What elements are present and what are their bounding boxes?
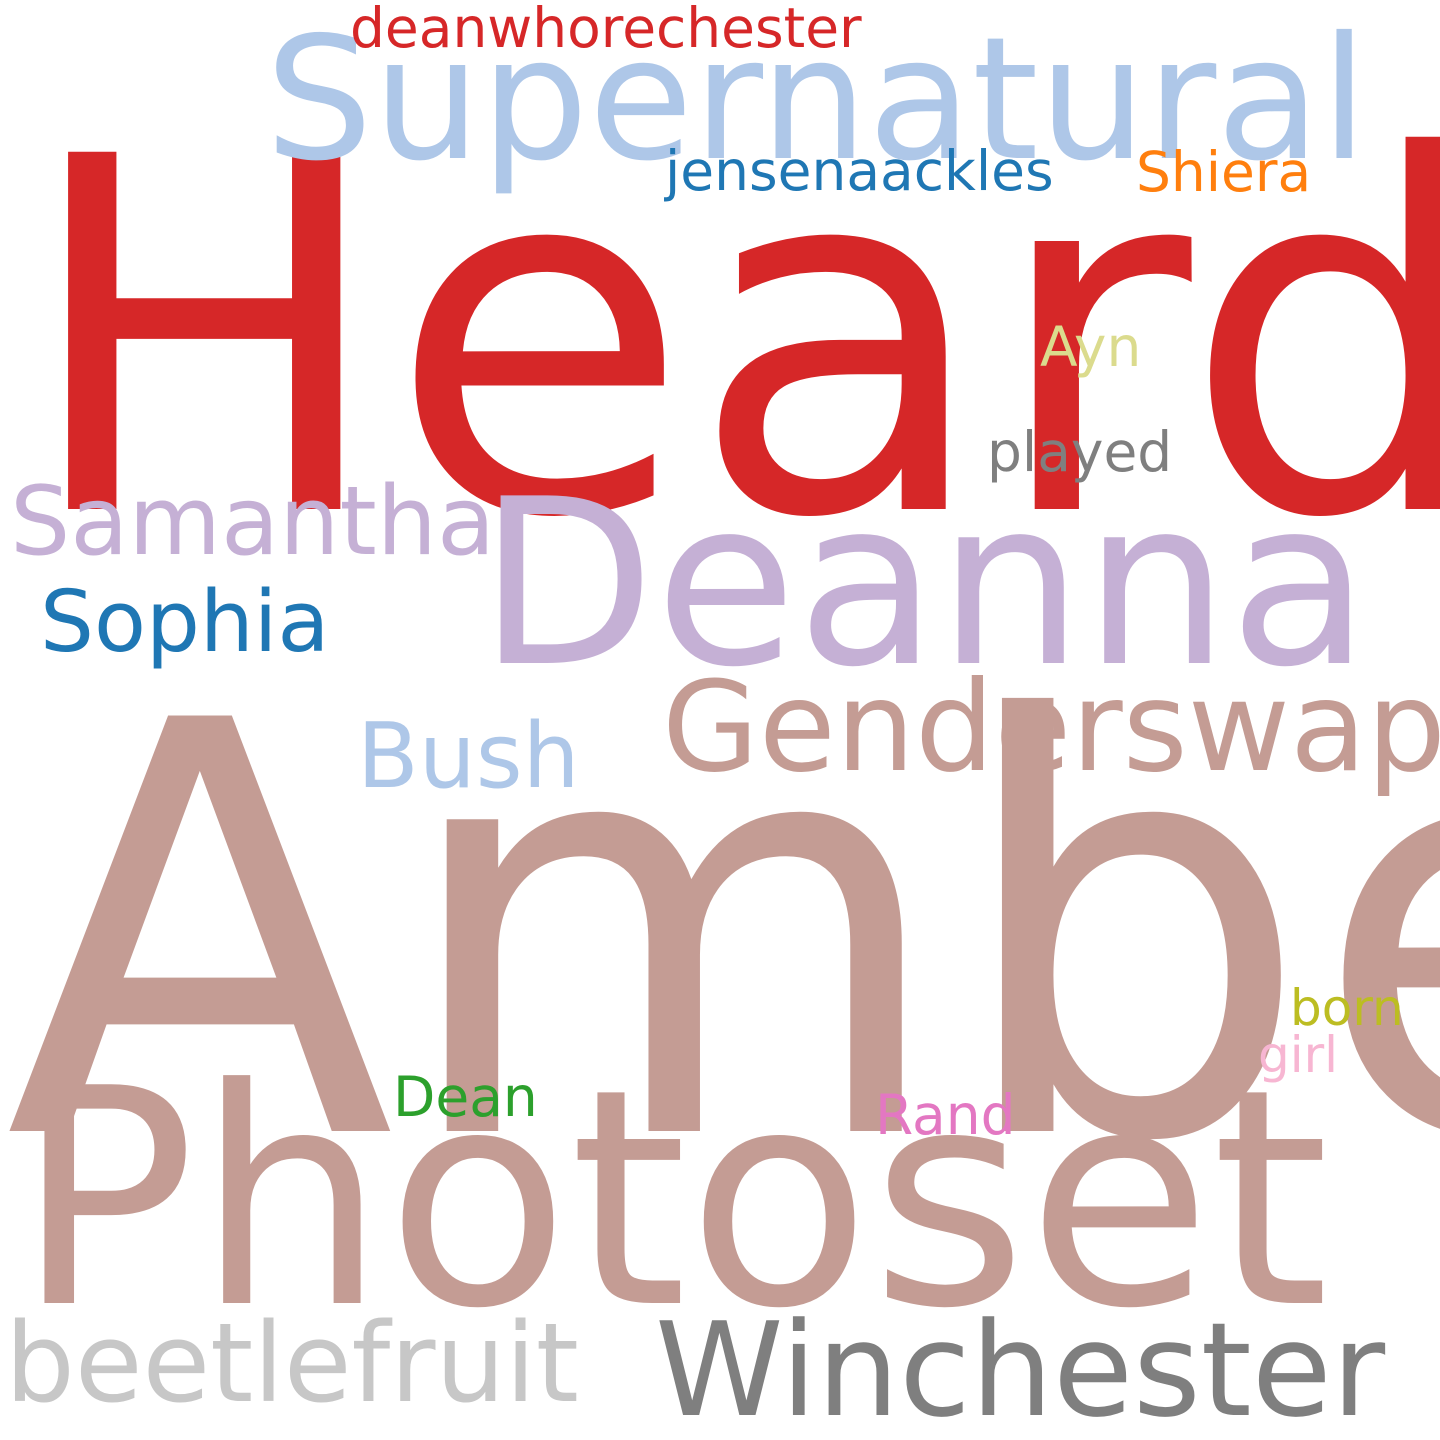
- word-played: played: [987, 420, 1173, 484]
- word-genderswap: Genderswap: [662, 655, 1440, 800]
- word-winchester: Winchester: [655, 1294, 1386, 1440]
- word-photoset: Photoset: [15, 1025, 1330, 1374]
- word-amber: Amber: [5, 603, 1440, 1266]
- word-jensenaackles: jensenaackles: [665, 139, 1054, 203]
- word-ayn: Ayn: [1040, 315, 1142, 379]
- word-deanna: Deanna: [478, 451, 1371, 718]
- word-sophia: Sophia: [40, 573, 330, 672]
- word-shiera: Shiera: [1136, 140, 1312, 204]
- word-rand: Rand: [875, 1083, 1016, 1147]
- word-beetlefruit: beetlefruit: [5, 1299, 579, 1427]
- word-samantha: Samantha: [10, 467, 496, 577]
- word-heard: Heard: [20, 54, 1440, 625]
- word-bush: Bush: [357, 704, 580, 809]
- word-supernatural: Supernatural: [265, 1, 1368, 199]
- word-dean: Dean: [393, 1065, 538, 1129]
- word-girl: girl: [1258, 1026, 1339, 1084]
- word-born: born: [1290, 979, 1404, 1037]
- word-deanwhorechester: deanwhorechester: [350, 0, 862, 60]
